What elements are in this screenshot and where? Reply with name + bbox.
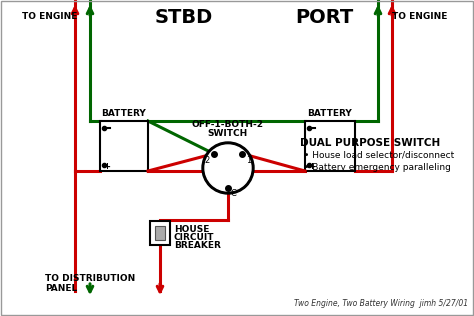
Bar — [305, 121, 355, 171]
Text: TO ENGINE: TO ENGINE — [22, 12, 78, 21]
Circle shape — [205, 145, 251, 191]
Text: BREAKER: BREAKER — [174, 241, 221, 250]
Text: DUAL PURPOSE SWITCH: DUAL PURPOSE SWITCH — [300, 138, 440, 148]
Text: OFF-1-BOTH-2: OFF-1-BOTH-2 — [192, 120, 264, 129]
Text: C: C — [231, 189, 237, 198]
Text: PANEL: PANEL — [45, 284, 77, 293]
Text: TO ENGINE: TO ENGINE — [392, 12, 447, 21]
Text: • House load selector/disconnect: • House load selector/disconnect — [304, 151, 454, 160]
Text: SWITCH: SWITCH — [208, 129, 248, 138]
Text: -: - — [103, 124, 107, 133]
Text: BATTERY: BATTERY — [308, 109, 352, 118]
Bar — [100, 121, 148, 171]
Text: 1: 1 — [246, 156, 252, 165]
Text: BATTERY: BATTERY — [101, 109, 146, 118]
Text: STBD: STBD — [155, 8, 213, 27]
Circle shape — [202, 142, 254, 194]
Text: HOUSE: HOUSE — [174, 225, 210, 234]
Text: Two Engine, Two Battery Wiring  jimh 5/27/01: Two Engine, Two Battery Wiring jimh 5/27… — [294, 299, 468, 308]
Text: • Battery emergency paralleling: • Battery emergency paralleling — [304, 163, 451, 172]
Text: PORT: PORT — [295, 8, 353, 27]
Bar — [155, 226, 165, 240]
Bar — [150, 221, 170, 245]
Text: -: - — [308, 124, 311, 133]
Text: CIRCUIT: CIRCUIT — [174, 233, 215, 242]
Text: TO DISTRIBUTION: TO DISTRIBUTION — [45, 274, 135, 283]
Text: +: + — [308, 162, 315, 171]
Text: 2: 2 — [204, 156, 210, 165]
Text: +: + — [103, 162, 110, 171]
